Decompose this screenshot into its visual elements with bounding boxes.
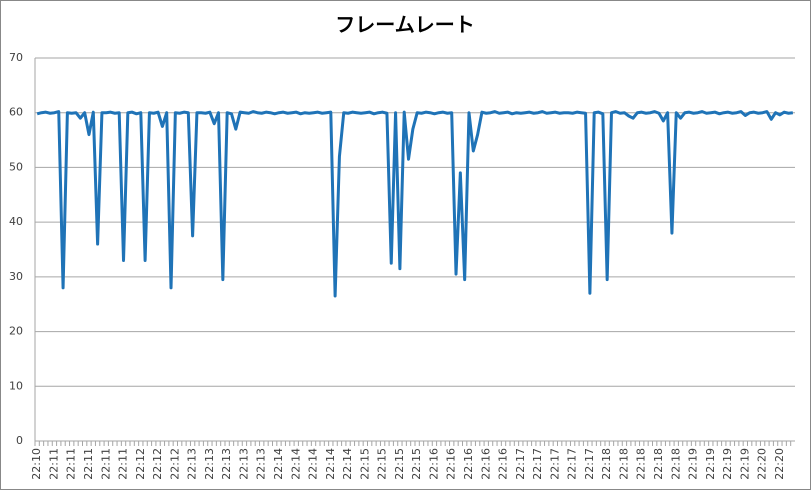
x-tick-label: 22:12 xyxy=(168,448,181,480)
x-tick-label: 22:16 xyxy=(462,448,475,480)
x-tick-label: 22:13 xyxy=(237,448,250,480)
x-tick-label: 22:16 xyxy=(479,448,492,480)
y-tick-label: 50 xyxy=(9,160,23,173)
x-tick-label: 22:11 xyxy=(82,448,95,480)
x-tick-label: 22:19 xyxy=(738,448,751,480)
y-tick-label: 40 xyxy=(9,215,23,228)
x-tick-label: 22:13 xyxy=(220,448,233,480)
x-tick-label: 22:14 xyxy=(289,448,302,480)
x-tick-label: 22:14 xyxy=(307,448,320,480)
x-tick-label: 22:18 xyxy=(669,448,682,480)
x-tick-label: 22:20 xyxy=(773,448,786,480)
x-tick-label: 22:10 xyxy=(30,448,43,480)
x-tick-label: 22:14 xyxy=(324,448,337,480)
x-tick-label: 22:18 xyxy=(652,448,665,480)
y-tick-label: 30 xyxy=(9,270,23,283)
chart-title: フレームレート xyxy=(335,13,474,37)
x-tick-label: 22:13 xyxy=(255,448,268,480)
x-tick-label: 22:15 xyxy=(376,448,389,480)
x-tick-label: 22:15 xyxy=(393,448,406,480)
x-tick-label: 22:13 xyxy=(203,448,216,480)
x-tick-label: 22:16 xyxy=(445,448,458,480)
x-tick-label: 22:19 xyxy=(721,448,734,480)
x-tick-label: 22:13 xyxy=(186,448,199,480)
x-tick-label: 22:16 xyxy=(427,448,440,480)
x-tick-label: 22:12 xyxy=(134,448,147,480)
x-tick-label: 22:14 xyxy=(272,448,285,480)
x-tick-label: 22:15 xyxy=(410,448,423,480)
x-tick-label: 22:18 xyxy=(600,448,613,480)
x-tick-label: 22:11 xyxy=(117,448,130,480)
x-tick-label: 22:12 xyxy=(151,448,164,480)
data-line xyxy=(36,110,794,298)
y-tick-label: 60 xyxy=(9,106,23,119)
x-tick-label: 22:17 xyxy=(583,448,596,480)
x-tick-label: 22:14 xyxy=(341,448,354,480)
x-tick-label: 22:11 xyxy=(47,448,60,480)
x-tick-label: 22:19 xyxy=(687,448,700,480)
y-tick-label: 10 xyxy=(9,379,23,392)
x-tick-label: 22:17 xyxy=(531,448,544,480)
x-tick-label: 22:11 xyxy=(65,448,78,480)
x-tick-label: 22:17 xyxy=(514,448,527,480)
x-tick-label: 22:18 xyxy=(617,448,630,480)
y-tick-label: 70 xyxy=(9,51,23,64)
x-tick-label: 22:20 xyxy=(756,448,769,480)
x-tick-label: 22:18 xyxy=(635,448,648,480)
x-tick-label: 22:17 xyxy=(548,448,561,480)
x-tick-label: 22:19 xyxy=(704,448,717,480)
x-tick-label: 22:16 xyxy=(497,448,510,480)
x-tick-label: 22:15 xyxy=(358,448,371,480)
y-tick-label: 20 xyxy=(9,325,23,338)
y-tick-label: 0 xyxy=(16,434,23,447)
x-tick-label: 22:17 xyxy=(566,448,579,480)
x-tick-label: 22:11 xyxy=(99,448,112,480)
